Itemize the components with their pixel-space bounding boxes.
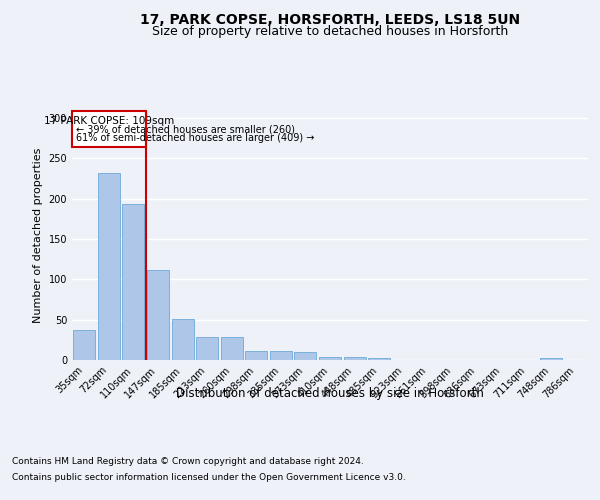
Bar: [368, 358, 390, 360]
Text: 17 PARK COPSE: 109sqm: 17 PARK COPSE: 109sqm: [44, 116, 174, 126]
Bar: [122, 204, 145, 360]
Text: 17, PARK COPSE, HORSFORTH, LEEDS, LS18 5UN: 17, PARK COPSE, HORSFORTH, LEEDS, LS18 5…: [140, 12, 520, 26]
Bar: [344, 357, 365, 360]
Text: 61% of semi-detached houses are larger (409) →: 61% of semi-detached houses are larger (…: [76, 134, 314, 143]
Bar: [270, 351, 292, 360]
Bar: [319, 357, 341, 360]
Bar: [540, 358, 562, 360]
Bar: [172, 319, 194, 360]
FancyBboxPatch shape: [72, 111, 146, 147]
Bar: [245, 351, 268, 360]
Bar: [73, 330, 95, 360]
Bar: [196, 336, 218, 360]
Bar: [147, 270, 169, 360]
Bar: [221, 336, 243, 360]
Bar: [295, 352, 316, 360]
Text: Size of property relative to detached houses in Horsforth: Size of property relative to detached ho…: [152, 25, 508, 38]
Text: ← 39% of detached houses are smaller (260): ← 39% of detached houses are smaller (26…: [76, 124, 295, 134]
Y-axis label: Number of detached properties: Number of detached properties: [33, 148, 43, 322]
Bar: [98, 173, 120, 360]
Text: Distribution of detached houses by size in Horsforth: Distribution of detached houses by size …: [176, 388, 484, 400]
Text: Contains public sector information licensed under the Open Government Licence v3: Contains public sector information licen…: [12, 472, 406, 482]
Text: Contains HM Land Registry data © Crown copyright and database right 2024.: Contains HM Land Registry data © Crown c…: [12, 458, 364, 466]
